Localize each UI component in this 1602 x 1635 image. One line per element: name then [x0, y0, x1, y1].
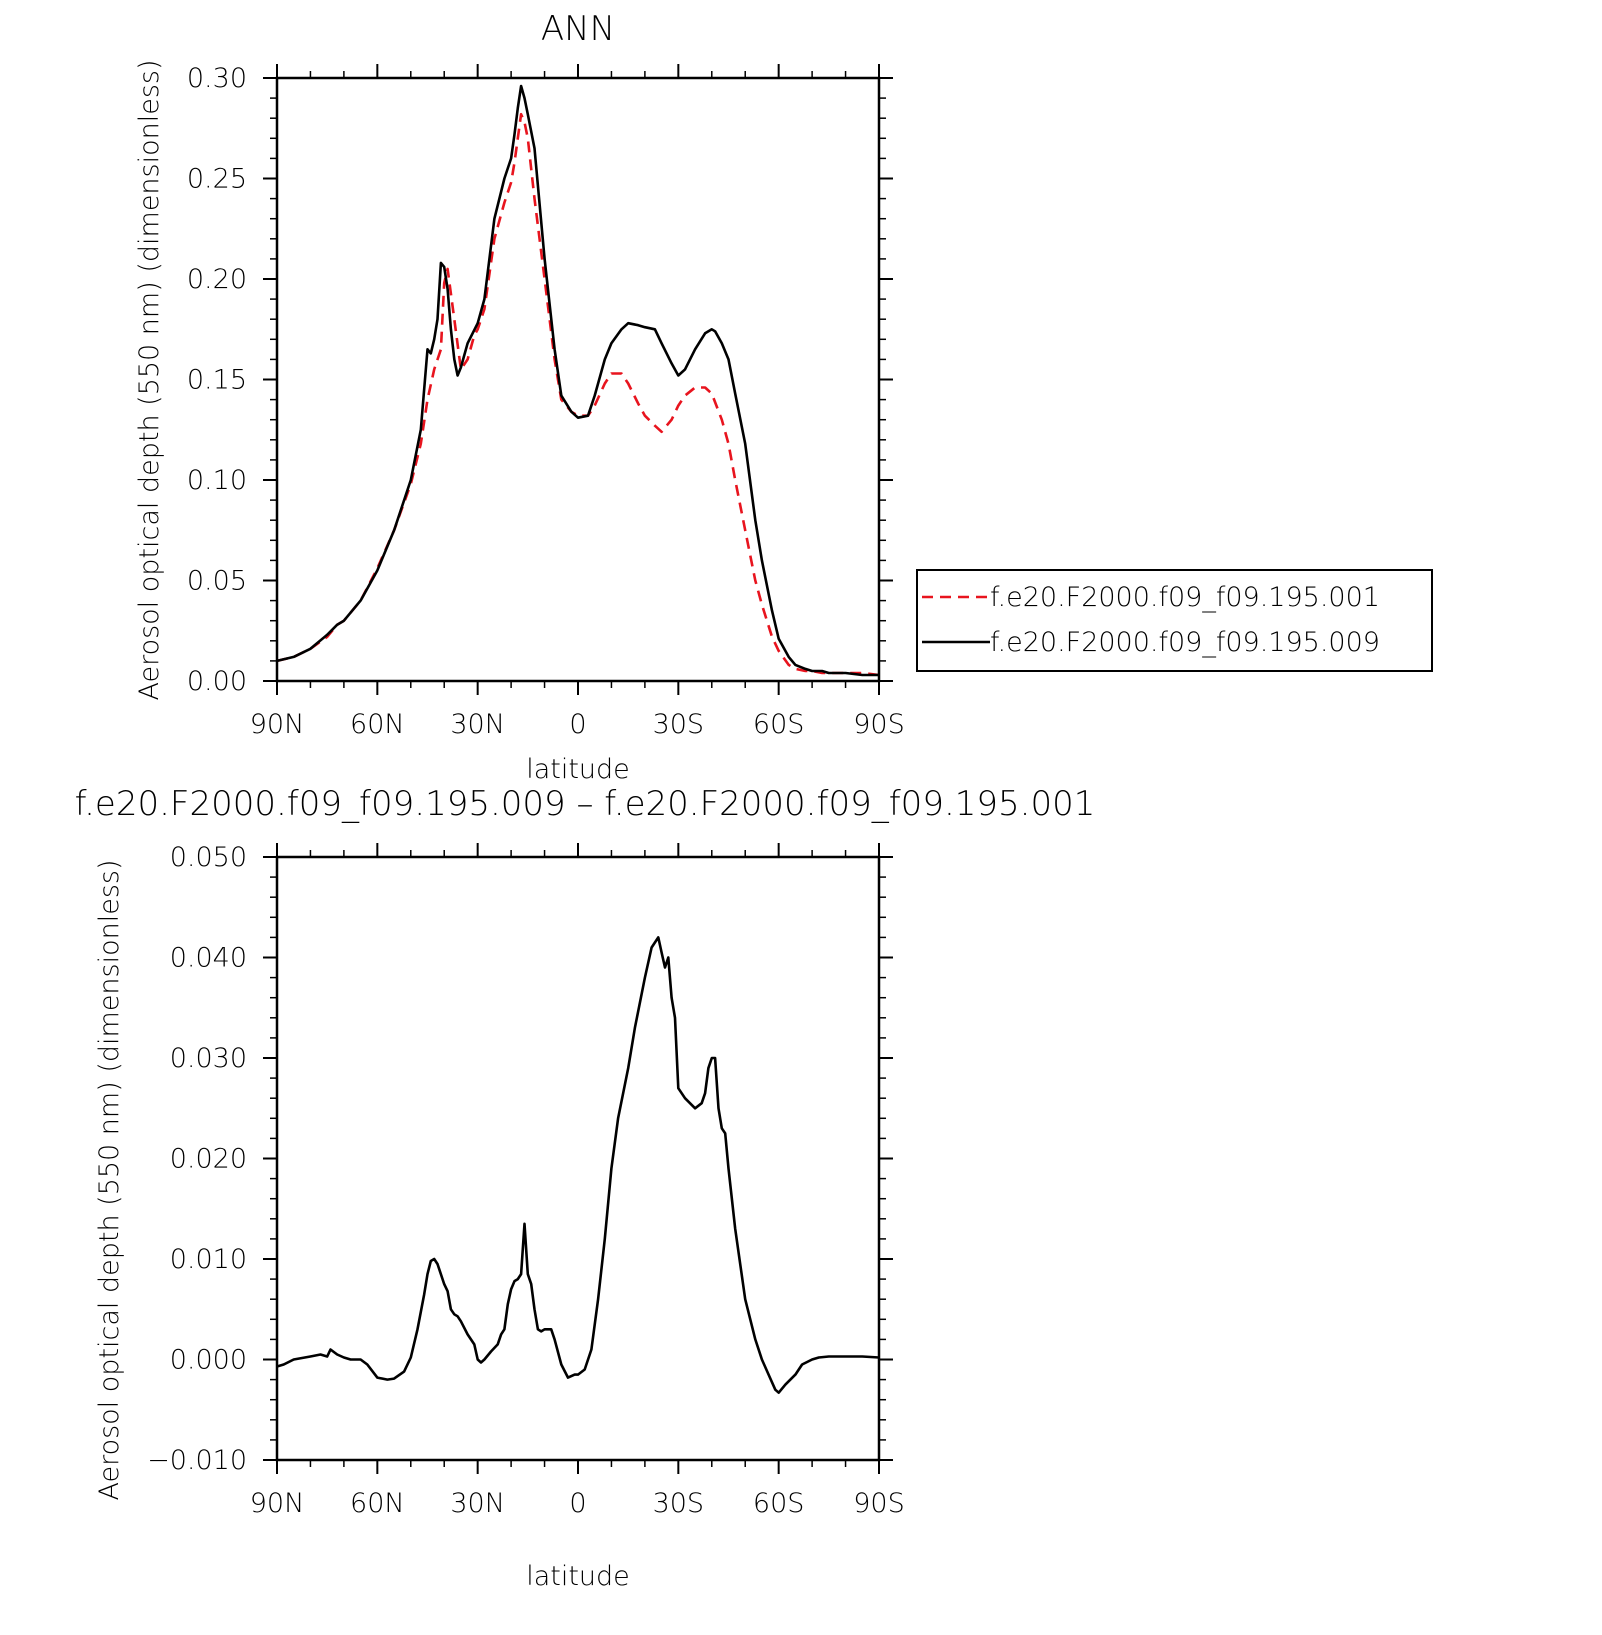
bottom-y-tick-label: 0.030 — [170, 1043, 247, 1074]
top-series-line-1 — [276, 84, 879, 677]
top-plot-frame — [275, 76, 881, 683]
bottom-x-tick-label: 60S — [753, 1488, 805, 1519]
top-y-tick-label: 0.20 — [187, 264, 247, 295]
bottom-y-tick-label: 0.040 — [170, 943, 247, 974]
bottom-y-tick-label: −0.010 — [147, 1445, 247, 1476]
bottom-x-tick-label: 30N — [450, 1488, 505, 1519]
top-x-tick-label: 60S — [753, 709, 805, 740]
top-x-tick-label: 90S — [853, 709, 905, 740]
bottom-y-tick-label: 0.020 — [170, 1144, 247, 1175]
top-chart-series — [276, 84, 880, 677]
bottom-x-axis-label: latitude — [526, 1561, 630, 1592]
legend: f.e20.F2000.f09_f09.195.001 f.e20.F2000.… — [916, 569, 1433, 672]
bottom-y-tick-label: 0.000 — [170, 1345, 247, 1376]
top-x-tick-label: 60N — [350, 709, 405, 740]
bottom-x-tick-label: 0 — [569, 1488, 586, 1519]
top-chart-title: ANN — [541, 9, 615, 49]
top-y-tick-label: 0.25 — [187, 164, 247, 195]
bottom-x-tick-label: 90S — [853, 1488, 905, 1519]
bottom-y-tick-label: 0.010 — [170, 1244, 247, 1275]
top-y-tick-label: 0.15 — [187, 365, 247, 396]
bottom-y-axis-label: Aerosol optical depth (550 nm) (dimensio… — [94, 859, 125, 1500]
bottom-chart-title: f.e20.F2000.f09_f09.195.009 – f.e20.F200… — [75, 784, 1096, 824]
top-y-tick-label: 0.10 — [187, 465, 247, 496]
top-x-tick-label: 30N — [450, 709, 505, 740]
legend-box — [916, 569, 1433, 672]
top-x-tick-label: 90N — [250, 709, 305, 740]
top-y-axis-label: Aerosol optical depth (550 nm) (dimensio… — [134, 59, 165, 700]
bottom-chart-ticks: −0.010 0.000 0.010 0.020 0.030 0.040 0.050 90N 6… — [147, 842, 905, 1519]
bottom-plot-frame — [275, 855, 881, 1462]
bottom-x-tick-label: 90N — [250, 1488, 305, 1519]
bottom-y-tick-label: 0.050 — [170, 842, 247, 873]
top-panel: ANN 0.00 0.05 0.10 0.15 0.20 0.25 0.30 90N 60N 30… — [134, 9, 905, 785]
bottom-panel: f.e20.F2000.f09_f09.195.009 – f.e20.F200… — [75, 784, 1096, 1592]
legend-label-009: f.e20.F2000.f09_f09.195.009 — [990, 627, 1380, 658]
top-y-tick-label: 0.05 — [187, 566, 247, 597]
bottom-chart-series — [276, 936, 880, 1394]
top-x-tick-label: 30S — [653, 709, 705, 740]
bottom-x-tick-label: 60N — [350, 1488, 405, 1519]
top-y-tick-label: 0.30 — [187, 63, 247, 94]
legend-label-001: f.e20.F2000.f09_f09.195.001 — [990, 582, 1380, 613]
top-x-tick-label: 0 — [569, 709, 586, 740]
bottom-series-line-0 — [276, 936, 880, 1394]
top-y-tick-label: 0.00 — [187, 666, 247, 697]
top-x-axis-label: latitude — [526, 754, 630, 785]
bottom-x-tick-label: 30S — [653, 1488, 705, 1519]
